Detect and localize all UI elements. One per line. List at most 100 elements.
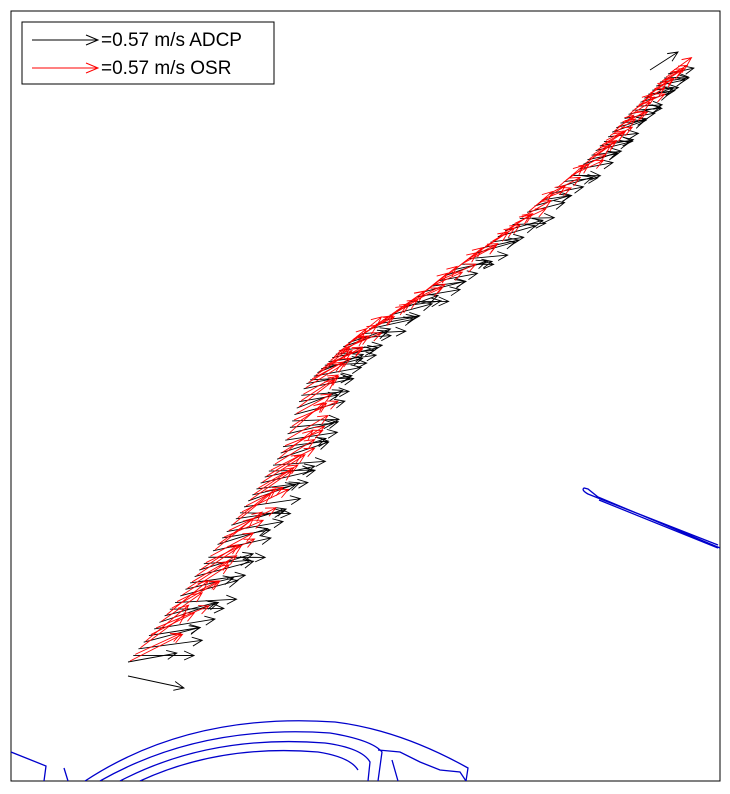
osr-vector	[405, 287, 443, 306]
harbor-left-spit	[11, 751, 69, 781]
osr-vector	[228, 507, 278, 531]
osr-vector	[638, 93, 666, 106]
osr-vector	[303, 374, 339, 395]
osr-vector	[412, 283, 447, 301]
osr-vector	[426, 265, 458, 292]
osr-vector	[341, 332, 383, 350]
adcp-vector	[154, 615, 216, 630]
osr-vector	[506, 213, 534, 231]
adcp-vector	[571, 170, 602, 181]
osr-vector	[300, 375, 340, 402]
osr-vector	[171, 580, 221, 609]
legend: =0.57 m/s ADCP =0.57 m/s OSR	[21, 21, 275, 85]
osr-vector	[657, 70, 683, 86]
harbor-right-basin	[377, 749, 467, 781]
osr-vector	[296, 393, 333, 414]
osr-vector	[669, 56, 693, 74]
osr-vector	[135, 632, 182, 655]
osr-vector	[291, 402, 328, 427]
adcp-vector	[226, 518, 285, 533]
adcp-vector	[578, 159, 615, 170]
osr-vector	[418, 272, 449, 297]
osr-vector	[129, 633, 184, 662]
adcp-vector	[649, 51, 679, 71]
osr-vector	[155, 605, 211, 629]
jetty-outline	[582, 487, 720, 549]
osr-vector	[258, 464, 299, 489]
osr-vector	[550, 176, 582, 194]
adcp-vector	[133, 650, 196, 661]
adcp-vector	[175, 594, 238, 605]
adcp-vector	[276, 440, 330, 460]
adcp-vector	[285, 428, 339, 441]
legend-osr-arrowhead	[85, 62, 100, 74]
osr-vector	[187, 560, 230, 589]
osr-vector	[326, 348, 364, 365]
osr-vector	[440, 263, 477, 281]
osr-vector	[311, 357, 352, 380]
osr-vector	[661, 67, 685, 82]
osr-vector	[622, 111, 649, 123]
plot-area	[10, 10, 721, 782]
harbor-arc-inner-2	[139, 749, 359, 781]
harbor-arc-inner	[119, 740, 371, 781]
osr-vector	[223, 519, 265, 538]
adcp-vector	[490, 233, 525, 244]
osr-vector	[191, 555, 238, 583]
adcp-vector	[127, 650, 178, 663]
osr-vector	[274, 438, 316, 465]
legend-box	[21, 21, 275, 85]
adcp-vector	[431, 277, 468, 288]
osr-vector	[245, 486, 285, 507]
legend-adcp-label: =0.57 m/s ADCP	[101, 30, 242, 51]
osr-vector	[200, 544, 240, 570]
harbor-arc-mid	[99, 731, 383, 781]
osr-vector	[521, 199, 552, 218]
adcp-vector	[624, 110, 656, 120]
osr-vector	[287, 414, 329, 440]
osr-vector	[528, 190, 554, 212]
osr-vector	[270, 447, 316, 471]
osr-vector	[205, 538, 256, 564]
osr-vector	[580, 154, 607, 169]
osr-vector	[433, 271, 464, 286]
osr-vector	[514, 208, 547, 224]
shoreline-outlines	[11, 487, 720, 781]
adcp-vector	[256, 478, 309, 490]
osr-vector	[210, 532, 255, 557]
legend-item-adcp: =0.57 m/s ADCP	[32, 30, 242, 51]
adcp-vector	[138, 636, 204, 650]
osr-vector	[605, 126, 634, 141]
legend-item-osr: =0.57 m/s OSR	[32, 58, 231, 79]
adcp-vector	[389, 301, 434, 316]
adcp-vector	[512, 218, 547, 229]
adcp-vector	[282, 437, 330, 448]
osr-vector	[558, 164, 585, 188]
osr-vector	[455, 246, 484, 270]
osr-vector	[492, 224, 522, 242]
adcp-vector	[148, 624, 202, 637]
harbor-arc-outer	[84, 720, 469, 781]
legend-osr-label: =0.57 m/s OSR	[101, 58, 231, 79]
adcp-vector	[301, 387, 351, 398]
osr-vector	[284, 429, 324, 447]
adcp-vector	[468, 251, 509, 261]
osr-vector	[573, 159, 605, 175]
adcp-vector	[189, 571, 247, 584]
osr-vector	[176, 580, 220, 602]
legend-adcp-arrowhead	[85, 34, 100, 46]
osr-vector	[219, 511, 264, 544]
osr-vector-field	[129, 56, 693, 662]
adcp-vector	[268, 465, 314, 476]
adcp-vector	[541, 192, 573, 202]
adcp-vector	[180, 578, 239, 597]
adcp-vector	[127, 675, 186, 691]
osr-vector	[384, 299, 419, 320]
osr-vector	[293, 400, 339, 421]
adcp-vector	[212, 535, 272, 552]
osr-vector	[161, 592, 204, 622]
osr-vector	[140, 613, 186, 649]
osr-vector	[150, 612, 196, 635]
osr-vector	[262, 454, 306, 483]
